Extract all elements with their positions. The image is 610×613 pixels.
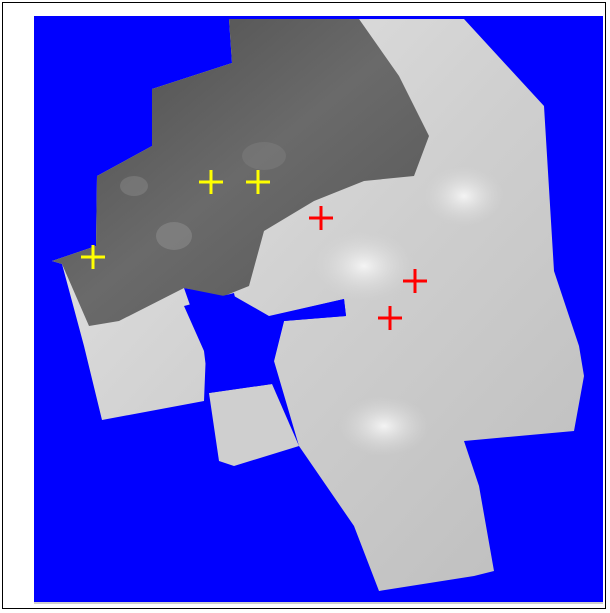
red-plus-icon: [378, 306, 402, 330]
yellow-plus-icon: [246, 170, 270, 194]
dark-terrain-region: [52, 19, 429, 326]
yellow-plus-icon: [81, 245, 105, 269]
texture-spot: [424, 166, 504, 226]
texture-spot: [120, 176, 148, 196]
red-plus-icon: [309, 206, 333, 230]
red-plus-icon: [403, 269, 427, 293]
texture-spot: [156, 222, 192, 250]
terrain-image: [34, 16, 603, 602]
light-terrain-patch: [209, 384, 299, 466]
yellow-marker-group: [81, 170, 270, 269]
texture-spot: [339, 396, 429, 456]
grayscale-map-panel: [34, 16, 603, 604]
texture-spot: [314, 231, 414, 301]
yellow-plus-icon: [199, 170, 223, 194]
texture-spot: [242, 142, 286, 170]
red-marker-group: [309, 206, 427, 330]
missing-data-gap: [184, 293, 346, 393]
